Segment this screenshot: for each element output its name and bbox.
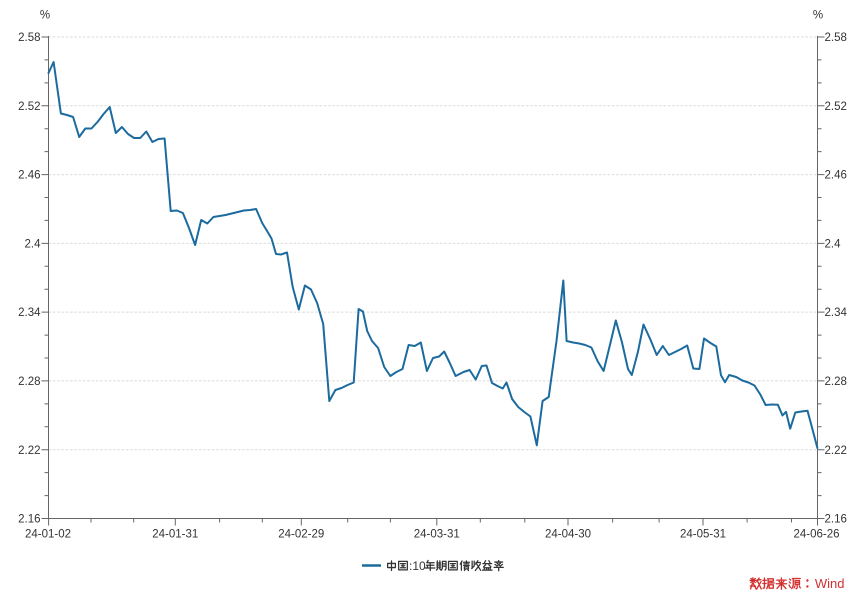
svg-text:2.52: 2.52 bbox=[825, 101, 847, 113]
svg-text:2.58: 2.58 bbox=[825, 32, 847, 44]
svg-text:24-06-26: 24-06-26 bbox=[793, 529, 839, 541]
svg-text:24-01-02: 24-01-02 bbox=[25, 529, 71, 541]
svg-text:2.46: 2.46 bbox=[18, 170, 40, 182]
svg-text:2.34: 2.34 bbox=[18, 307, 41, 319]
svg-text:24-04-30: 24-04-30 bbox=[545, 529, 591, 541]
svg-text:2.16: 2.16 bbox=[825, 514, 847, 526]
svg-text:2.4: 2.4 bbox=[825, 239, 842, 251]
svg-text:Wind: Wind bbox=[815, 576, 845, 591]
svg-text:2.52: 2.52 bbox=[18, 101, 40, 113]
svg-text:2.28: 2.28 bbox=[825, 376, 847, 388]
svg-text:%: % bbox=[813, 10, 823, 22]
svg-text:2.4: 2.4 bbox=[25, 239, 42, 251]
svg-text:24-02-29: 24-02-29 bbox=[278, 529, 324, 541]
svg-text::10: :10 bbox=[409, 559, 426, 573]
svg-text:%: % bbox=[40, 10, 50, 22]
svg-text:2.16: 2.16 bbox=[18, 514, 40, 526]
svg-text:2.46: 2.46 bbox=[825, 170, 847, 182]
svg-text:24-05-31: 24-05-31 bbox=[680, 529, 726, 541]
svg-text:2.28: 2.28 bbox=[18, 376, 40, 388]
svg-text:24-01-31: 24-01-31 bbox=[152, 529, 198, 541]
svg-text:2.22: 2.22 bbox=[18, 445, 40, 457]
svg-text:2.58: 2.58 bbox=[18, 32, 40, 44]
svg-text:2.22: 2.22 bbox=[825, 445, 847, 457]
svg-text:2.34: 2.34 bbox=[825, 307, 848, 319]
svg-text:24-03-31: 24-03-31 bbox=[414, 529, 460, 541]
